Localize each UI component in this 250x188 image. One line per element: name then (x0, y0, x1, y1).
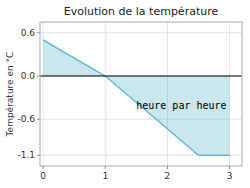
tick-label: -0.6 (17, 114, 35, 124)
tick-label: 0 (40, 171, 46, 181)
page: {"chart_data": {"type": "area", "title":… (0, 0, 250, 188)
tick-label: 3 (227, 171, 233, 181)
tick-label: 2 (165, 171, 171, 181)
tick-label: 0.6 (21, 28, 36, 38)
y-axis-label: Température en °C (5, 52, 15, 138)
grid-line (105, 22, 106, 166)
data (40, 40, 242, 155)
grid-line (40, 76, 242, 77)
chart-container: 0 1 2 3 -1.1 -0.6 0.0 0.6 heure par heure Evoluti… (0, 0, 250, 188)
annotation: heure par heure (136, 100, 226, 111)
tick-label: -1.1 (17, 150, 35, 160)
plot-frame (40, 22, 242, 166)
grid-line (40, 32, 242, 33)
chart: 0 1 2 3 -1.1 -0.6 0.0 0.6 heure par heure Evoluti… (0, 0, 250, 188)
plot-area (40, 22, 242, 166)
axes: 0 1 2 3 -1.1 -0.6 0.0 0.6 (17, 28, 232, 181)
grid (40, 22, 242, 166)
line (43, 40, 229, 155)
tick-label: 0.0 (21, 71, 36, 81)
zero-line (40, 76, 242, 77)
title: Evolution de la température (64, 5, 219, 18)
tick-label: 1 (102, 171, 108, 181)
area (43, 40, 229, 155)
